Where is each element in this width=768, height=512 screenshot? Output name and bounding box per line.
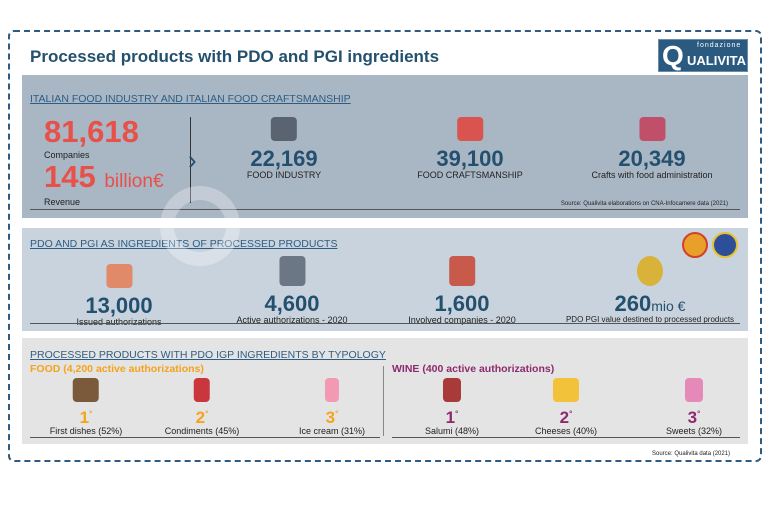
wine-rank-1: 1° Salumi (48%) — [425, 378, 479, 436]
stat-food-industry: 22,169 FOOD INDUSTRY — [247, 117, 321, 180]
rule — [30, 323, 740, 324]
cheese-icon — [553, 378, 579, 402]
revenue-unit: billion€ — [104, 171, 164, 192]
rule — [392, 437, 740, 438]
food-title: FOOD (4,200 active authorizations) — [30, 363, 204, 375]
page-title: Processed products with PDO and PGI ingr… — [30, 47, 440, 66]
stat-involved-companies: 1,600 Involved companies - 2020 — [408, 256, 516, 325]
food-rank-1: 1° First dishes (52%) — [50, 378, 122, 436]
pasta-icon — [73, 378, 99, 402]
pdo-seal-icon — [682, 232, 708, 258]
qualivita-logo: Q fondazione UALIVITA — [658, 39, 748, 72]
section-by-typology: PROCESSED PRODUCTS WITH PDO IGP INGREDIE… — [22, 338, 748, 444]
wine-title: WINE (400 active authorizations) — [392, 363, 555, 375]
section-header: ITALIAN FOOD INDUSTRY AND ITALIAN FOOD C… — [30, 93, 351, 105]
revenue-value: 145 — [44, 159, 96, 194]
rule — [30, 437, 380, 438]
source-note: Source: Qualivita elaborations on CNA-In… — [560, 201, 728, 207]
handshake-icon — [106, 264, 132, 288]
revenue-label: Revenue — [44, 197, 81, 207]
salumi-icon — [443, 378, 461, 402]
coins-icon — [637, 256, 663, 286]
cupcake-icon — [685, 378, 703, 402]
wine-rank-2: 2° Cheeses (40%) — [535, 378, 597, 436]
section-food-industry: ITALIAN FOOD INDUSTRY AND ITALIAN FOOD C… — [22, 75, 748, 218]
wine-rank-3: 3° Sweets (32%) — [666, 378, 722, 436]
chevron-right-icon: › — [188, 145, 197, 175]
pgi-seal-icon — [712, 232, 738, 258]
divider — [383, 366, 384, 436]
dashed-frame — [8, 30, 762, 462]
companies-label: Companies — [44, 150, 90, 160]
document-check-icon — [278, 256, 305, 286]
stat-active-authorizations: 4,600 Active authorizations - 2020 — [236, 256, 348, 325]
stat-pdo-pgi-value: 260mio € PDO PGI value destined to proces… — [566, 256, 734, 324]
companies-value: 81,618 — [44, 114, 139, 149]
stat-food-craftsmanship: 39,100 FOOD CRAFTSMANSHIP — [417, 117, 523, 180]
stat-crafts-food-admin: 20,349 Crafts with food administration — [591, 117, 713, 180]
source-note: Source: Qualivita data (2021) — [652, 451, 731, 457]
food-rank-3: 3° Ice cream (31%) — [299, 378, 365, 436]
section-header: PROCESSED PRODUCTS WITH PDO IGP INGREDIE… — [30, 349, 386, 361]
rule — [30, 209, 740, 210]
shop-counter-icon — [639, 117, 665, 141]
section-header: PDO AND PGI AS INGREDIENTS OF PROCESSED … — [30, 238, 338, 250]
ice-cream-icon — [325, 378, 339, 402]
hands-jar-icon — [456, 117, 483, 141]
sauce-bottle-icon — [194, 378, 210, 402]
divider — [190, 117, 191, 203]
store-icon — [448, 256, 475, 286]
stat-issued-authorizations: 13,000 Issued authorizations — [76, 264, 162, 327]
section-pdo-pgi-ingredients: PDO AND PGI AS INGREDIENTS OF PROCESSED … — [22, 228, 748, 331]
food-rank-2: 2° Condiments (45%) — [165, 378, 239, 436]
factory-icon — [271, 117, 297, 141]
